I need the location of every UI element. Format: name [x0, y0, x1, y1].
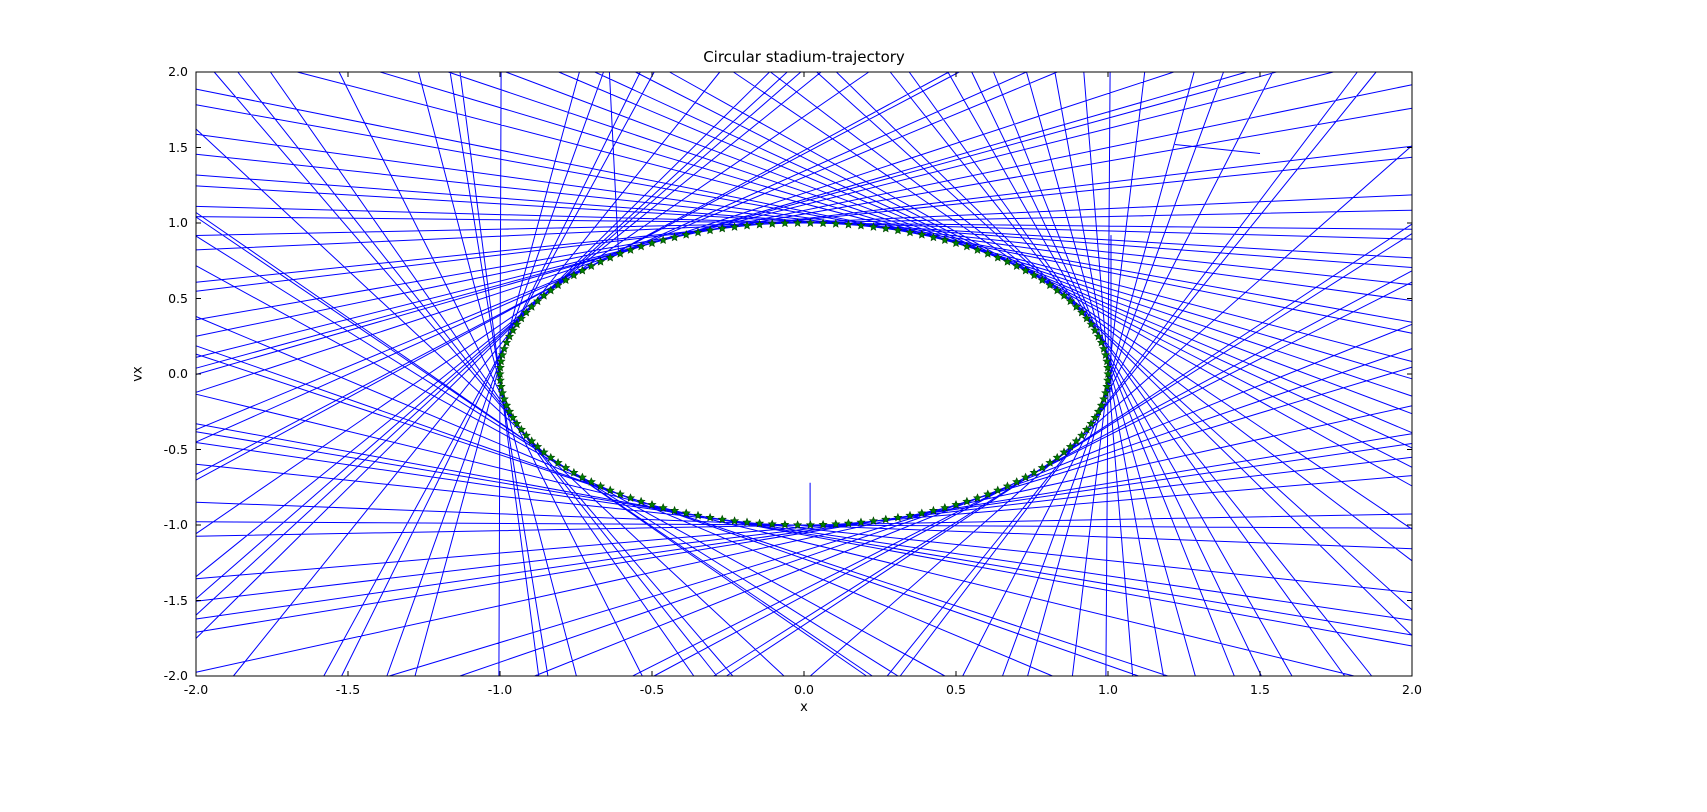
tick-marks	[195, 71, 1413, 677]
y-tick-label: 2.0	[168, 64, 188, 79]
boundary-star-markers	[495, 218, 1113, 529]
x-tick-label: -1.5	[335, 682, 361, 697]
x-tick-label: -2.0	[183, 682, 209, 697]
y-tick-label: -1.5	[163, 592, 188, 608]
x-tick-label: 1.0	[1098, 682, 1118, 697]
chart-title: Circular stadium-trajectory	[703, 48, 905, 66]
x-tick-label: -0.5	[639, 682, 665, 697]
x-tick-label: -1.0	[487, 682, 513, 697]
y-tick-label: 1.5	[168, 139, 188, 155]
x-tick-label: 1.5	[1250, 682, 1270, 697]
x-tick-label: 0.5	[946, 682, 966, 697]
y-tick-label: 0.5	[168, 290, 188, 306]
y-tick-label: -2.0	[163, 668, 188, 683]
y-tick-label: 1.0	[168, 215, 188, 230]
y-tick-label: -0.5	[163, 441, 188, 457]
trajectory-lines	[195, 71, 1413, 677]
x-axis-label: x	[800, 700, 808, 715]
y-tick-label: -1.0	[163, 517, 188, 532]
x-tick-label: 2.0	[1402, 682, 1422, 697]
x-tick-label: 0.0	[794, 682, 814, 697]
y-tick-label: 0.0	[168, 366, 188, 381]
